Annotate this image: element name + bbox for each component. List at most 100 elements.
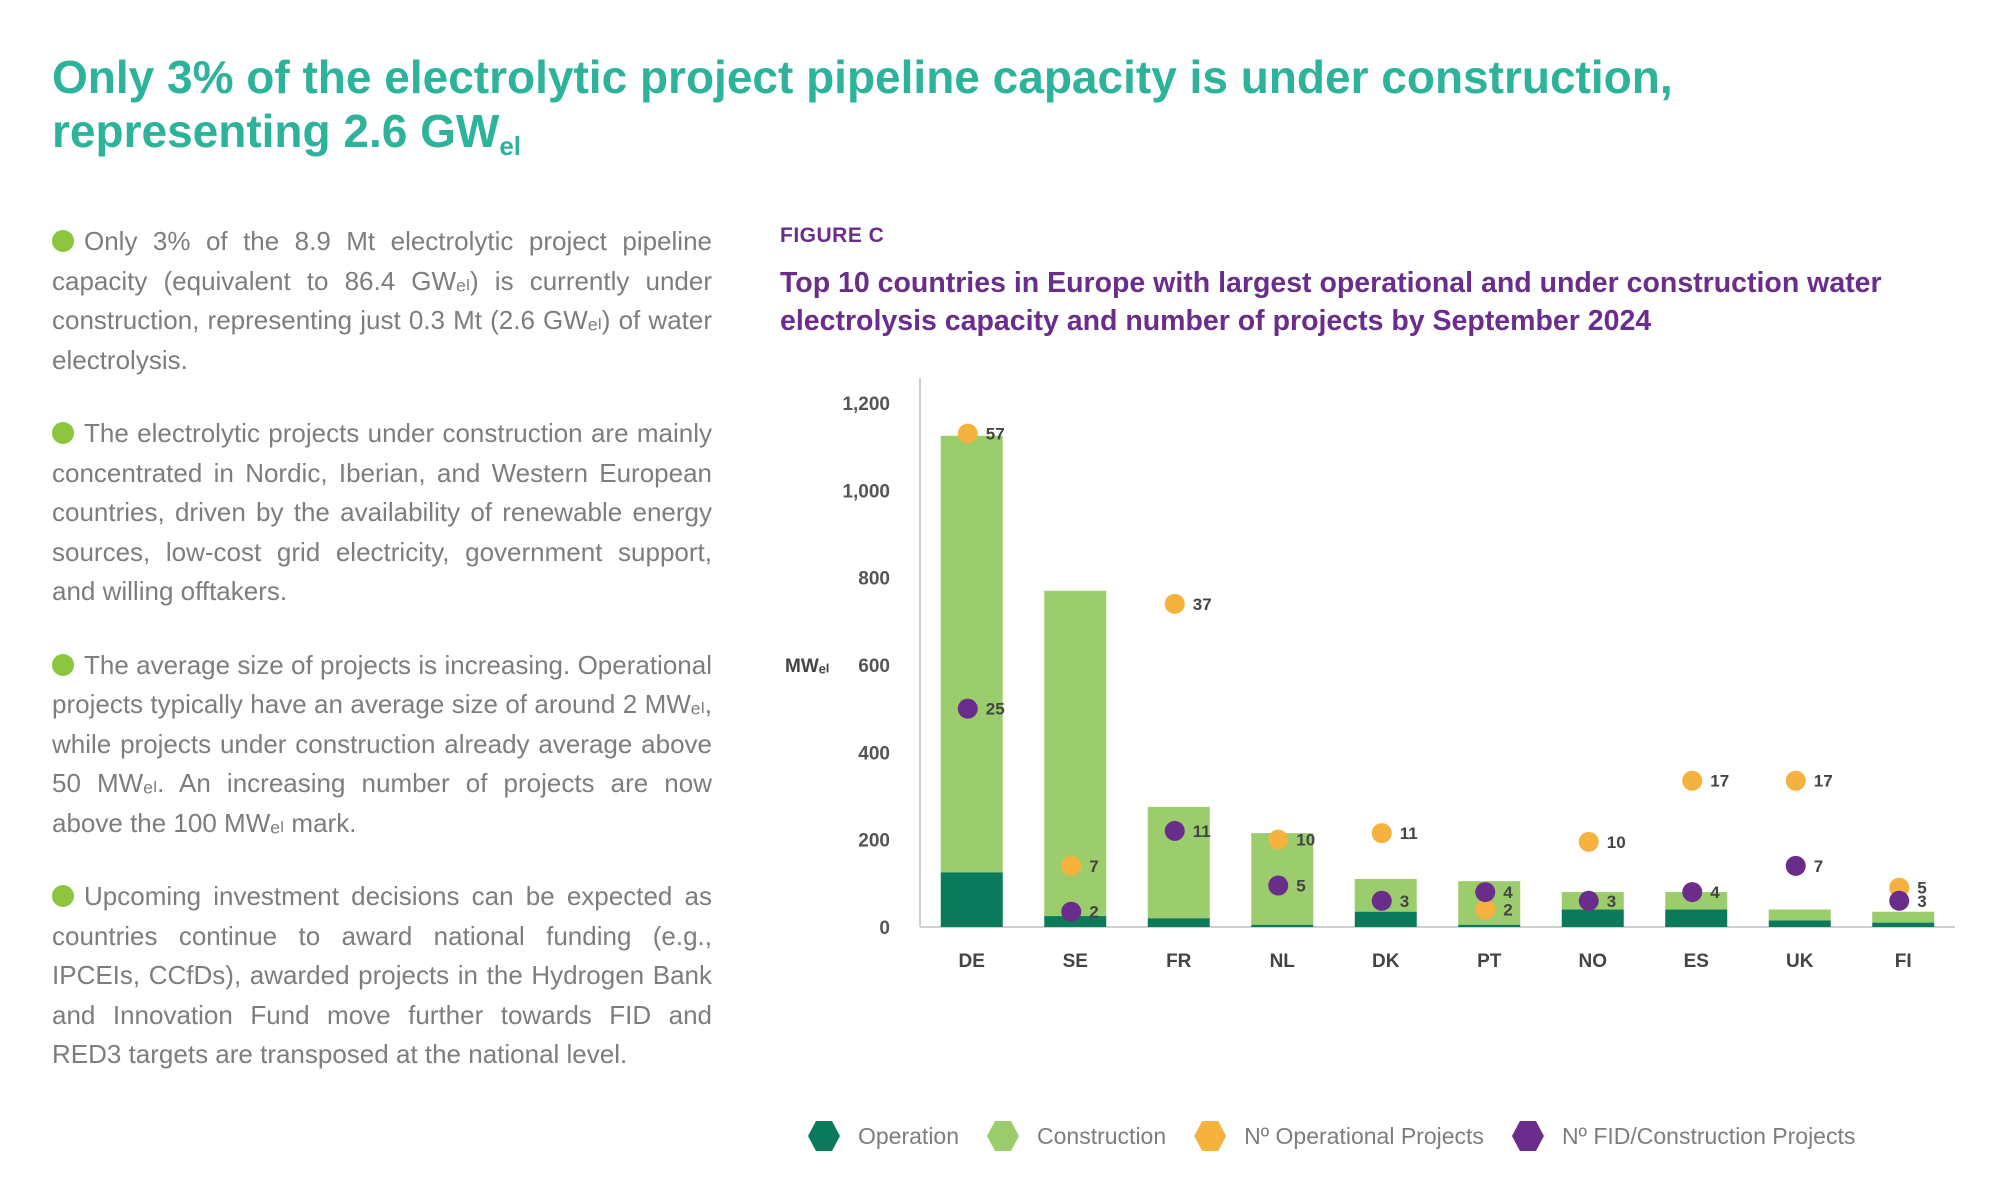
operational-projects-swatch-icon (1194, 1120, 1227, 1152)
operational-projects-marker (1268, 829, 1289, 850)
x-tick-label: ES (1684, 951, 1709, 972)
operational-projects-marker (1371, 823, 1392, 844)
y-tick-label: 0 (879, 918, 890, 939)
x-tick-label: NL (1270, 951, 1296, 972)
operation-bar (1044, 916, 1107, 927)
fid-projects-marker (1371, 890, 1392, 911)
construction-bar (940, 435, 1003, 873)
bullet-item: The electrolytic projects under construc… (52, 414, 712, 612)
construction-bar (1768, 909, 1831, 921)
operation-bar (940, 872, 1003, 927)
operational-projects-marker (1785, 770, 1806, 791)
operational-projects-marker (957, 423, 978, 444)
figure-label: FIGURE C (780, 224, 885, 247)
fid-projects-marker (957, 698, 978, 719)
x-tick-label: NO (1579, 951, 1608, 972)
fid-projects-swatch-icon (1511, 1120, 1544, 1152)
operation-bar (1458, 924, 1521, 927)
operational-projects-marker-label: 37 (1193, 595, 1212, 614)
operational-projects-marker (1475, 899, 1496, 920)
legend-item-fid-projects: Nº FID/Construction Projects (1511, 1120, 1856, 1152)
fid-projects-marker (1889, 890, 1910, 911)
headline-subscript: el (499, 131, 522, 161)
operation-bar (1354, 911, 1417, 927)
fid-projects-marker-label: 7 (1814, 857, 1823, 876)
construction-bar (1872, 911, 1935, 923)
operational-projects-marker (1164, 593, 1185, 614)
operational-projects-marker-label: 57 (986, 425, 1005, 444)
fid-projects-marker-label: 25 (986, 700, 1005, 719)
x-tick-label: DE (959, 951, 985, 972)
operational-projects-marker-label: 10 (1296, 831, 1315, 850)
operation-bar (1561, 909, 1624, 927)
fid-projects-marker (1164, 820, 1185, 841)
fid-projects-marker (1682, 882, 1703, 903)
fid-projects-marker-label: 3 (1400, 892, 1409, 911)
y-tick-label: 1,000 (842, 481, 890, 502)
operational-projects-marker-label: 17 (1814, 772, 1833, 791)
x-tick-label: SE (1063, 951, 1088, 972)
operational-projects-marker-label: 10 (1607, 833, 1626, 852)
fid-projects-marker-label: 5 (1296, 877, 1305, 896)
fid-projects-marker (1268, 875, 1289, 896)
operational-projects-marker (1061, 855, 1082, 876)
y-tick-label: 400 (858, 743, 890, 764)
bullet-dot-icon (52, 230, 74, 252)
fid-projects-marker-label: 3 (1607, 892, 1616, 911)
y-tick-label: 800 (858, 569, 890, 590)
y-axis-label: MWₑₗ (785, 656, 829, 677)
operational-projects-marker (1682, 770, 1703, 791)
operation-bar (1665, 909, 1728, 927)
construction-swatch-icon (987, 1120, 1020, 1152)
operation-bar (1872, 922, 1935, 927)
bullet-dot-icon (52, 653, 74, 676)
legend-label: Nº FID/Construction Projects (1561, 1122, 1856, 1149)
legend-label: Operation (858, 1122, 960, 1149)
operational-projects-marker-label: 11 (1400, 824, 1418, 843)
legend-item-operation: Operation (808, 1120, 959, 1152)
fid-projects-marker-label: 4 (1503, 883, 1513, 902)
y-tick-label: 600 (858, 656, 890, 677)
x-tick-label: FR (1166, 951, 1192, 972)
bullet-text: The average size of projects is increasi… (52, 649, 712, 838)
bullet-text: The electrolytic projects under construc… (52, 418, 712, 606)
legend-label: Construction (1037, 1122, 1167, 1149)
legend-item-construction: Construction (987, 1120, 1166, 1152)
x-tick-label: PT (1477, 951, 1502, 972)
headline-text: Only 3% of the electrolytic project pipe… (52, 51, 1673, 157)
figure-title: Top 10 countries in Europe with largest … (780, 267, 1882, 337)
bullet-text: Only 3% of the 8.9 Mt electrolytic proje… (52, 226, 712, 375)
operation-swatch-icon (808, 1120, 840, 1152)
fid-projects-marker-label: 4 (1710, 883, 1720, 902)
operation-bar (1768, 920, 1831, 927)
y-tick-label: 1,200 (842, 394, 890, 415)
page-headline: Only 3% of the electrolytic project pipe… (52, 50, 1952, 161)
x-tick-label: DK (1372, 951, 1400, 972)
fid-projects-marker-label: 2 (1089, 903, 1098, 922)
operational-projects-marker (1578, 831, 1599, 852)
fid-projects-marker-label: 3 (1917, 892, 1926, 911)
fid-projects-marker (1475, 882, 1496, 903)
fid-projects-marker (1785, 855, 1806, 876)
operation-bar (1147, 918, 1210, 927)
fid-projects-marker (1061, 901, 1082, 922)
bullet-item: Upcoming investment decisions can be exp… (52, 877, 712, 1075)
operational-projects-marker-label: 5 (1917, 879, 1926, 898)
bullet-dot-icon (52, 885, 74, 907)
legend-item-operational-projects: Nº Operational Projects (1194, 1120, 1484, 1152)
operational-projects-marker-label: 7 (1089, 857, 1098, 876)
operational-projects-marker-label: 2 (1503, 901, 1512, 920)
fid-projects-marker-label: 11 (1193, 822, 1211, 841)
bullet-item: The average size of projects is increasi… (52, 646, 712, 844)
bullet-list: Only 3% of the 8.9 Mt electrolytic proje… (52, 222, 712, 1109)
bullet-dot-icon (52, 422, 74, 444)
y-tick-label: 200 (858, 831, 890, 852)
operation-bar (1251, 924, 1314, 927)
fid-projects-marker (1578, 890, 1599, 911)
bullet-item: Only 3% of the 8.9 Mt electrolytic proje… (52, 222, 712, 380)
x-tick-label: UK (1786, 951, 1814, 972)
legend-label: Nº Operational Projects (1244, 1122, 1484, 1149)
x-tick-label: FI (1895, 951, 1912, 972)
chart-legend: Operation Construction Nº Operational Pr… (808, 1118, 1883, 1154)
